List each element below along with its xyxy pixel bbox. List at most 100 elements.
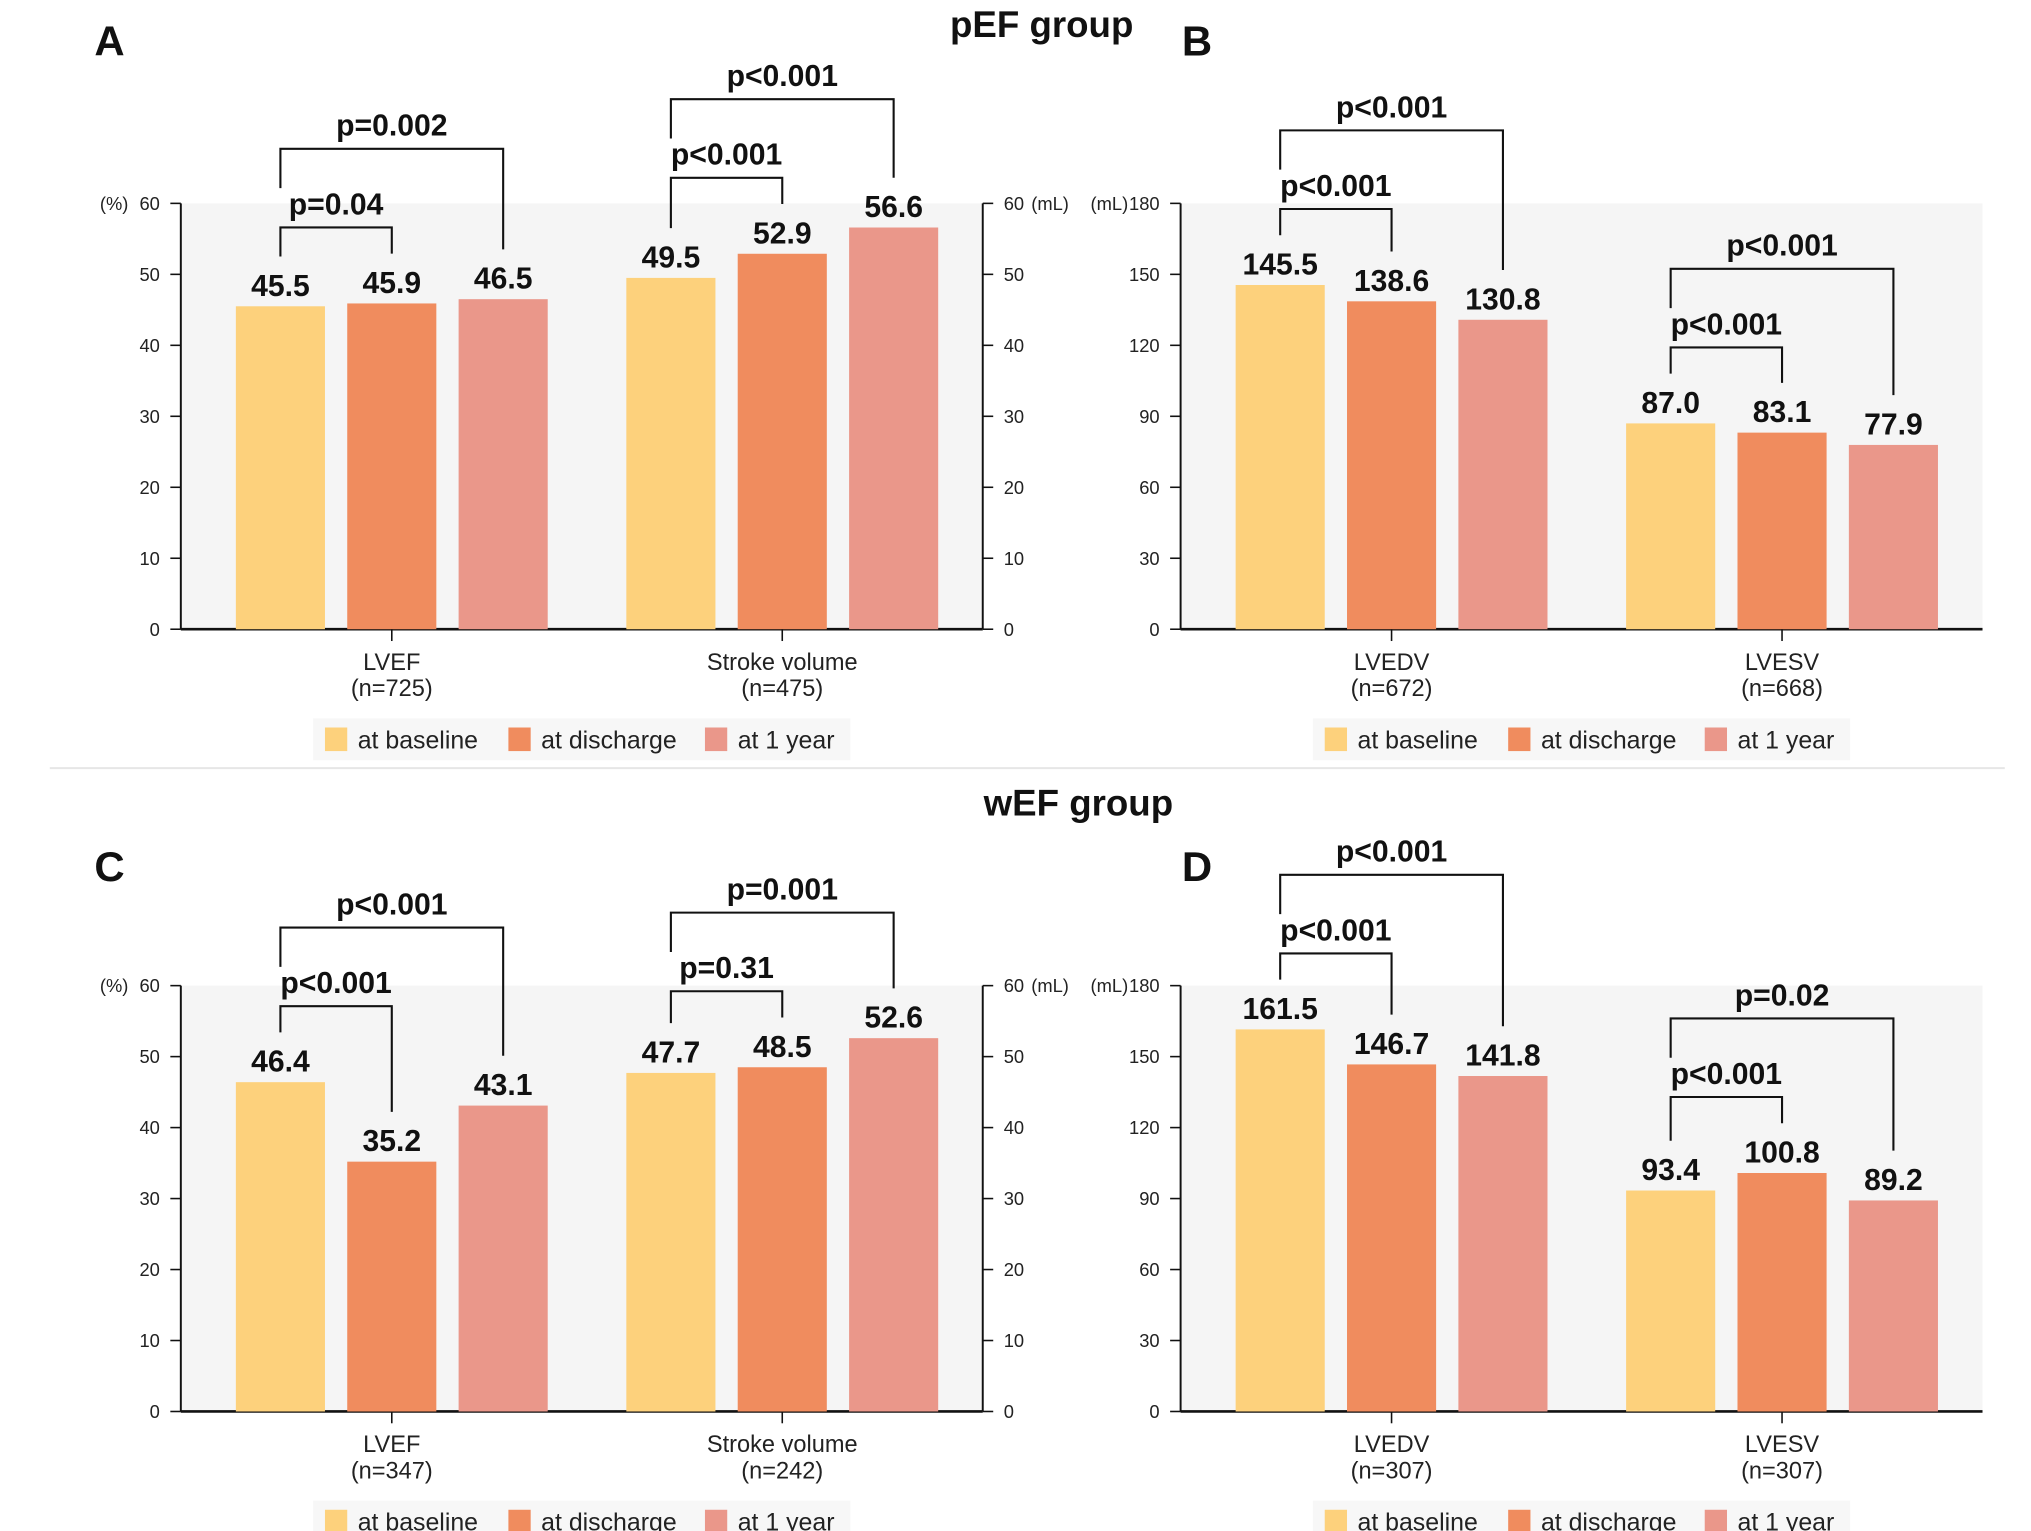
legend-swatch <box>1324 727 1348 752</box>
panel-d: D 0 30 60 90 120 150 180(mL) 161.5 146.7 141.8 LVED… <box>1091 836 1983 1531</box>
p-value-label: p=0.002 <box>336 110 447 143</box>
y-tick-label-right: 0 <box>1004 1401 1014 1422</box>
y-tick-label: 20 <box>139 477 159 498</box>
category-label: LVEF <box>363 649 420 675</box>
bar-value-label: 93.4 <box>1641 1154 1700 1187</box>
y-tick-label: 60 <box>139 975 159 996</box>
p-value-label: p=0.31 <box>679 952 774 985</box>
bar-value-label: 48.5 <box>753 1031 812 1064</box>
bar-at-baseline <box>235 306 325 630</box>
y-tick-label-right: 20 <box>1004 1259 1024 1280</box>
p-value-label: p<0.001 <box>671 139 782 172</box>
legend-background <box>1312 1500 1851 1531</box>
bar-value-label: 46.4 <box>251 1046 310 1079</box>
bar-value-label: 45.5 <box>251 270 310 303</box>
significance-bracket <box>279 226 393 257</box>
legend-background <box>1312 718 1851 761</box>
bar-value-label: 130.8 <box>1465 283 1540 316</box>
legend-swatch <box>324 1509 348 1531</box>
panel-b: B 0 30 60 90 120 150 180(mL) 145.5 138.6 130.8 LVED… <box>1091 17 1983 761</box>
y-tick-label-right: 60 <box>1004 193 1024 214</box>
significance-bracket <box>1669 346 1784 383</box>
bar-at-discharge <box>347 303 437 630</box>
bar-value-label: 161.5 <box>1242 993 1317 1026</box>
bar-at-discharge <box>1347 1064 1437 1412</box>
significance-bracket <box>279 1005 393 1112</box>
y-tick-label: 60 <box>1139 477 1159 498</box>
y-tick-label: 0 <box>1149 619 1159 640</box>
p-value-label: p<0.001 <box>1280 914 1391 947</box>
category-n: (n=475) <box>741 675 823 701</box>
significance-bracket <box>1279 129 1504 270</box>
legend-label: at baseline <box>1357 726 1477 754</box>
bar-at-1-year <box>1848 1200 1938 1412</box>
bar-at-baseline <box>235 1082 325 1412</box>
y-tick-label: 10 <box>139 1330 159 1351</box>
bar-at-1-year <box>458 1105 548 1412</box>
category-label: LVESV <box>1745 649 1820 675</box>
legend-label: at 1 year <box>1737 726 1834 754</box>
y-tick-label-right: 10 <box>1004 1330 1024 1351</box>
y-tick-label-right: 10 <box>1004 548 1024 569</box>
y-axis-unit-right: (mL) <box>1031 975 1069 996</box>
p-value-label: p=0.02 <box>1735 979 1830 1012</box>
panel-letter: C <box>94 843 124 890</box>
p-value-label: p<0.001 <box>1671 308 1782 341</box>
significance-bracket <box>279 147 505 250</box>
category-n: (n=668) <box>1741 675 1823 701</box>
p-value-label: p<0.001 <box>1671 1058 1782 1091</box>
legend-label: at 1 year <box>738 726 835 754</box>
category-n: (n=725) <box>351 675 433 701</box>
section-title-pef: pEF group <box>950 4 1133 45</box>
y-tick-label-right: 40 <box>1004 335 1024 356</box>
y-tick-label: 90 <box>1139 1188 1159 1209</box>
significance-bracket <box>1279 952 1393 1015</box>
bar-value-label: 141.8 <box>1465 1040 1540 1073</box>
panel-letter: A <box>94 17 124 64</box>
y-tick-label: 0 <box>1149 1401 1159 1422</box>
legend: at baseline at discharge at 1 year <box>313 718 851 761</box>
legend-swatch <box>508 727 531 752</box>
bar-at-1-year <box>1848 444 1938 630</box>
y-tick-label-right: 20 <box>1004 477 1024 498</box>
legend-label: at 1 year <box>738 1509 835 1531</box>
bar-at-baseline <box>1235 284 1325 630</box>
bar-at-discharge <box>1737 1173 1827 1412</box>
legend: at baseline at discharge at 1 year <box>1312 718 1851 761</box>
y-axis-unit-left: (%) <box>100 193 129 214</box>
category-label: LVEF <box>363 1431 420 1457</box>
y-tick-label: 150 <box>1129 264 1160 285</box>
y-axis-unit-left: (%) <box>100 975 129 996</box>
y-tick-label: 50 <box>139 1046 159 1067</box>
bar-value-label: 52.9 <box>753 217 812 250</box>
y-tick-label: 60 <box>139 193 159 214</box>
y-tick-label: 120 <box>1129 1117 1160 1138</box>
category-n: (n=307) <box>1351 1457 1433 1483</box>
y-tick-label: 180 <box>1129 975 1160 996</box>
significance-bracket <box>669 98 895 178</box>
category-label: LVEDV <box>1354 649 1430 675</box>
y-tick-label: 30 <box>139 1188 159 1209</box>
bar-at-baseline <box>626 1072 716 1412</box>
p-value-label: p<0.001 <box>1726 230 1837 263</box>
bar-value-label: 35.2 <box>362 1125 421 1158</box>
bar-at-1-year <box>1458 319 1548 630</box>
y-tick-label: 10 <box>139 548 159 569</box>
significance-bracket <box>279 926 505 1056</box>
bar-value-label: 100.8 <box>1744 1137 1819 1170</box>
y-tick-label-right: 0 <box>1004 619 1014 640</box>
bar-at-discharge <box>737 1067 827 1412</box>
bar-value-label: 46.5 <box>474 263 533 296</box>
legend-swatch <box>1324 1509 1348 1531</box>
legend-swatch <box>508 1509 531 1531</box>
bar-value-label: 47.7 <box>642 1036 701 1069</box>
bar-at-discharge <box>737 253 827 630</box>
bar-value-label: 43.1 <box>474 1069 533 1102</box>
bar-at-baseline <box>626 277 716 630</box>
y-tick-label: 0 <box>150 619 160 640</box>
bar-at-discharge <box>1347 301 1437 630</box>
category-label: Stroke volume <box>707 1431 858 1457</box>
significance-bracket <box>1279 207 1393 252</box>
y-axis-unit-right: (mL) <box>1031 193 1069 214</box>
